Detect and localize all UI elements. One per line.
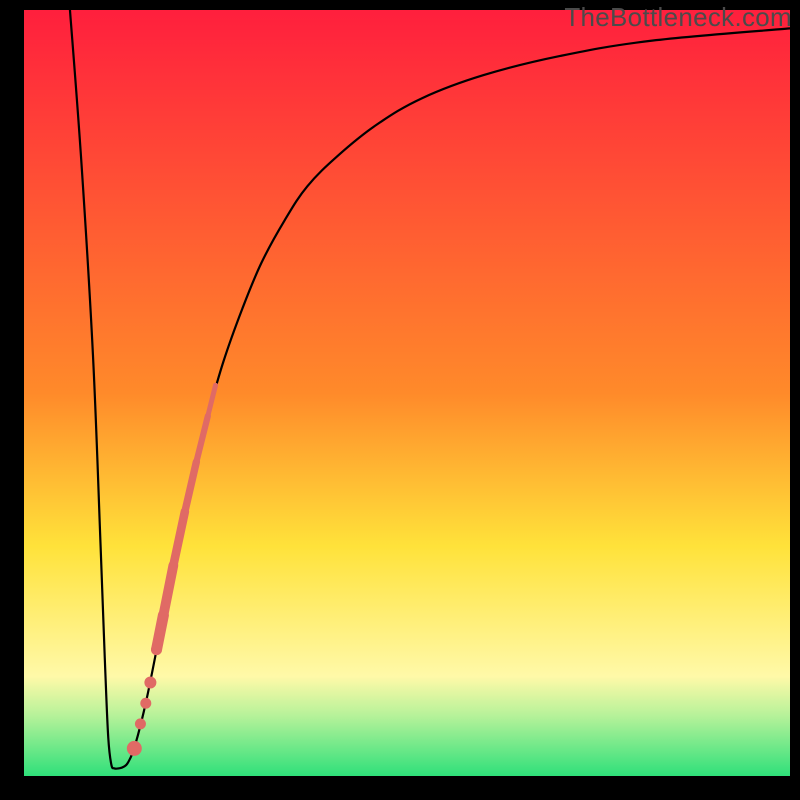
bottleneck-curve [70,10,790,769]
curve-layer [0,0,800,800]
highlight-band-segment [173,512,184,566]
highlight-band-segment [196,416,207,462]
highlight-band-segment [185,462,196,512]
highlight-band-cap [213,383,218,388]
highlight-band-cap [151,644,162,655]
watermark-text: TheBottleneck.com [564,2,792,33]
highlight-dot [144,677,156,689]
chart-frame: TheBottleneck.com [0,0,800,800]
highlight-dot [135,718,146,729]
highlight-band-segment [208,385,216,416]
highlight-dot [127,741,142,756]
highlight-band-segment [163,565,173,615]
highlight-dot [140,698,151,709]
